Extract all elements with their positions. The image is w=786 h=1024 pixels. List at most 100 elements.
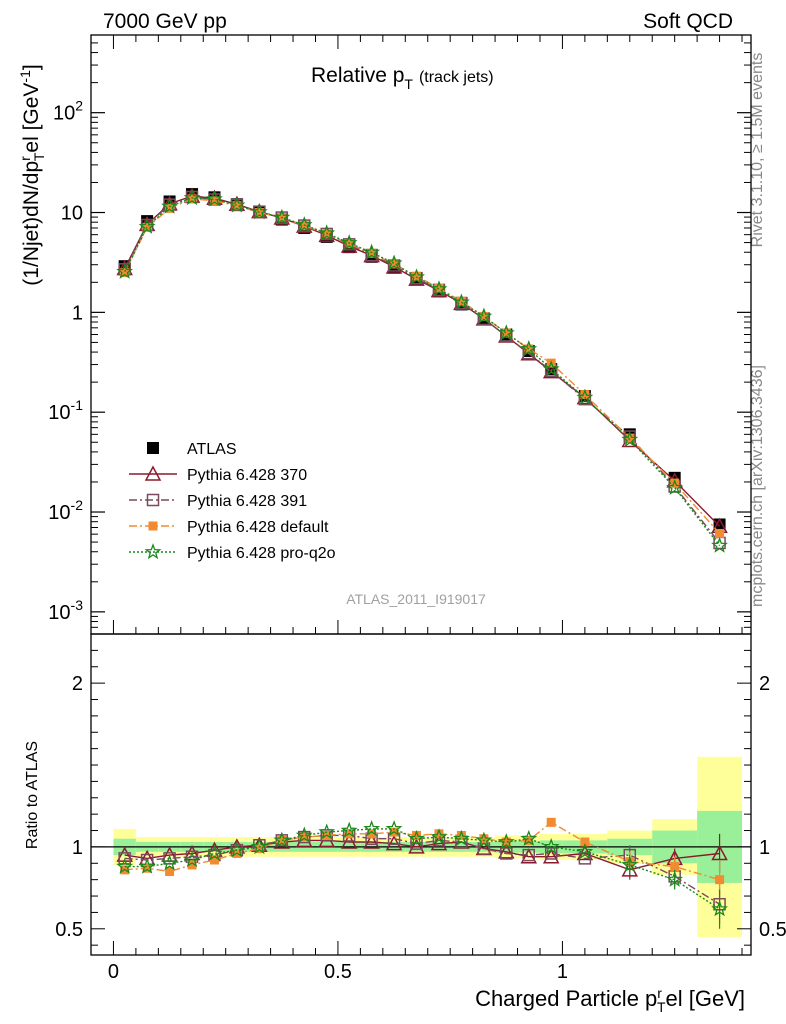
main-data-point [412, 271, 422, 281]
ratio-ytick-label-right: 2 [759, 673, 770, 695]
ratio-data-point [580, 837, 590, 847]
ratio-data-point [520, 829, 538, 846]
ratio-data-point [295, 826, 313, 843]
ratio-axis-ticks: 0.5 0.5 1 1 2 2 0 0.5 1 [55, 649, 786, 983]
main-data-point [209, 196, 219, 206]
ratio-ylabel: Ratio to ATLAS [24, 741, 41, 849]
main-ytick-label-exp: -2 [71, 497, 84, 513]
ratio-data-point [524, 835, 534, 845]
ratio-ytick-label: 2 [72, 673, 83, 695]
main-data-point [165, 203, 175, 213]
main-data-point [456, 296, 466, 306]
ratio-data-point [209, 855, 219, 865]
ratio-data-point [500, 847, 513, 860]
ratio-data-point [183, 851, 201, 868]
ratio-xlabel-text: Charged Particle p [475, 986, 657, 1011]
main-data-point [408, 268, 425, 285]
main-data-point [520, 340, 538, 357]
ratio-data-point [666, 870, 684, 887]
ratio-data-point [318, 823, 336, 840]
ratio-xlabel-tail: el [GeV] [666, 986, 745, 1011]
ratio-data-point [544, 847, 558, 860]
main-data-point [120, 268, 130, 278]
ratio-data-point [453, 829, 470, 846]
main-ylabel-text: (1/Njet)dN/dp [20, 161, 43, 286]
ratio-xtick-label: 0.5 [324, 961, 352, 983]
main-data-point [475, 307, 493, 324]
main-ylabel-close: ] [20, 64, 43, 70]
main-series-group [120, 194, 725, 538]
main-ylabel-sup: r [17, 156, 33, 161]
main-ytick-label: 10 [61, 203, 83, 225]
main-data-point [363, 243, 381, 260]
main-data-point [183, 188, 201, 206]
ratio-data-point [187, 860, 197, 870]
ratio-data-point [363, 833, 380, 849]
ratio-data-point [340, 821, 358, 838]
ratio-data-point [434, 829, 444, 839]
legend-label: Pythia 6.428 370 [187, 467, 307, 484]
legend-label: Pythia 6.428 default [187, 519, 329, 536]
main-data-point [625, 433, 635, 443]
main-data-point [430, 280, 448, 297]
legend-marker [147, 442, 159, 454]
ratio-data-point [711, 844, 728, 861]
main-data-point [715, 528, 725, 538]
ratio-ytick-label-right: 0.5 [759, 919, 786, 941]
ratio-data-point [670, 862, 680, 872]
ratio-xtick-label: 1 [557, 961, 568, 983]
ratio-data-point [578, 852, 592, 865]
analysis-watermark: ATLAS_2011_I919017 [346, 591, 486, 607]
main-ylabel-tail: el [GeV [20, 83, 43, 153]
main-title-text: Relative p [311, 64, 404, 87]
main-data-point [576, 388, 594, 405]
main-ytick-label: 10-3 [48, 597, 83, 624]
main-data-point [621, 430, 639, 447]
ratio-data-point [522, 848, 536, 862]
ratio-data-point [228, 841, 246, 858]
main-data-point [320, 227, 333, 241]
main-data-point [273, 208, 291, 225]
main-series-line [124, 197, 721, 547]
ratio-data-point [430, 835, 448, 851]
ratio-xlabel-sub: T [657, 999, 666, 1015]
ratio-data-point [273, 831, 291, 848]
ratio-ytick-label-right: 1 [759, 837, 770, 859]
main-data-point [670, 478, 680, 488]
main-ytick-label-base: 10 [48, 402, 70, 424]
main-series-line [124, 196, 721, 544]
main-ytick-label-exp: -1 [71, 397, 84, 413]
ratio-data-point [542, 848, 560, 864]
header-left: 7000 GeV pp [103, 10, 227, 33]
ratio-data-point [142, 863, 152, 873]
ratio-data-point [206, 844, 223, 861]
legend-marker [144, 465, 162, 481]
ratio-data-point [363, 820, 381, 837]
ratio-series-group [116, 820, 728, 929]
legend-label: Pythia 6.428 pro-q2o [187, 545, 336, 562]
ratio-data-point [498, 843, 515, 859]
main-data-point [453, 293, 470, 310]
main-title: Relative pT (track jets) [311, 64, 494, 92]
ratio-data-point [501, 837, 511, 847]
ratio-ytick-label: 1 [72, 837, 83, 859]
ratio-data-point [277, 835, 287, 845]
legend-marker [144, 543, 162, 560]
ratio-data-point [475, 831, 493, 848]
ratio-data-point [367, 829, 377, 839]
ratio-data-point [542, 838, 560, 855]
legend-label: Pythia 6.428 391 [187, 493, 307, 510]
ratio-data-point [546, 817, 556, 827]
main-data-point [232, 201, 242, 211]
main-title-paren: (track jets) [419, 69, 494, 86]
ratio-data-point [250, 838, 268, 855]
ratio-data-point [118, 852, 131, 865]
ratio-series-line [124, 828, 720, 910]
main-data-point [542, 360, 560, 377]
rivet-label: Rivet 3.1.10, ≥ 1.5M events [749, 53, 766, 248]
main-data-point [580, 390, 590, 400]
main-ylabel-sub: T [31, 152, 47, 161]
legend: ATLAS Pythia 6.428 370 Pythia 6.428 391 Pyt… [129, 441, 336, 562]
